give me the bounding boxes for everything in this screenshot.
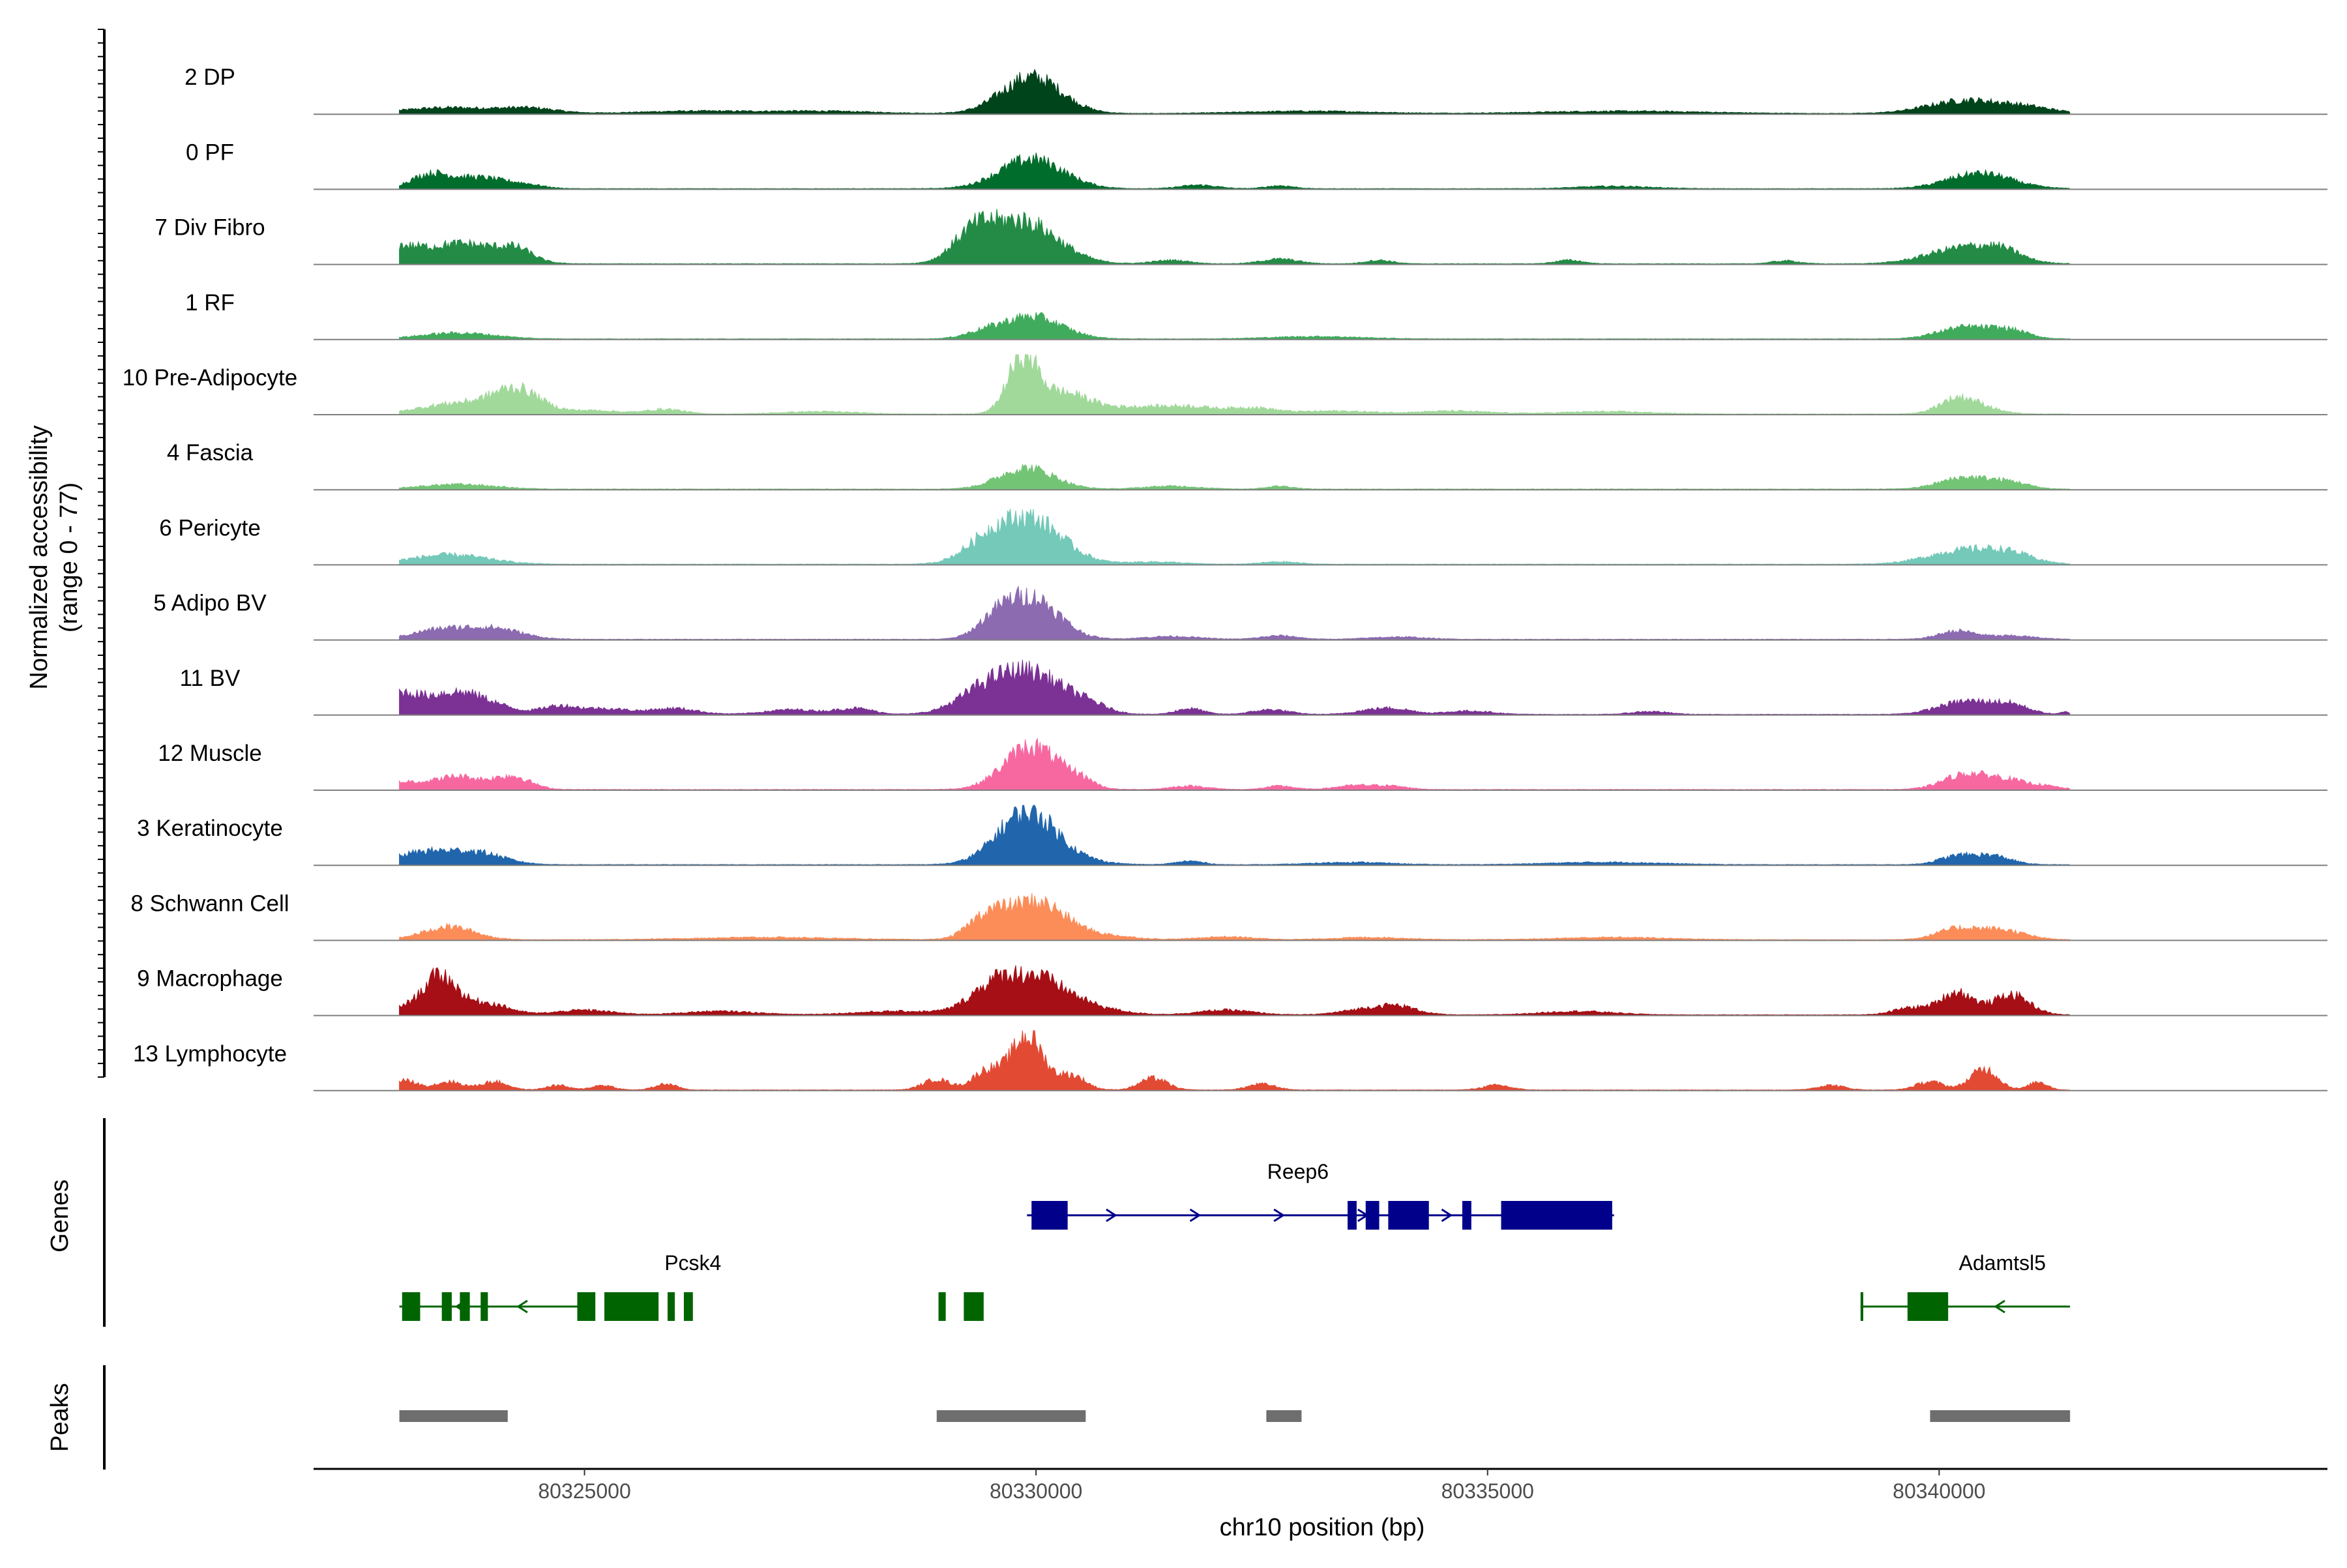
gene-reep6: Reep6 bbox=[1027, 1160, 1614, 1230]
strand-arrow bbox=[516, 1299, 528, 1314]
track-label: 11 BV bbox=[180, 666, 241, 691]
track-4-fascia: 4 Fascia bbox=[167, 440, 2327, 491]
gene-label: Reep6 bbox=[1267, 1160, 1329, 1183]
coverage-area bbox=[399, 805, 2071, 866]
gene-exon bbox=[964, 1292, 984, 1321]
x-tick-label: 80325000 bbox=[538, 1479, 630, 1503]
coverage-area bbox=[399, 893, 2071, 941]
gene-exon bbox=[1348, 1201, 1357, 1230]
track-label: 1 RF bbox=[185, 290, 235, 316]
coverage-area bbox=[399, 153, 2071, 190]
coverage-area bbox=[399, 68, 2071, 115]
track-label: 8 Schwann Cell bbox=[130, 891, 289, 916]
track-label: 10 Pre-Adipocyte bbox=[123, 365, 297, 391]
coverage-area bbox=[399, 659, 2071, 716]
x-axis-label: chr10 position (bp) bbox=[1220, 1514, 1425, 1541]
track-6-pericyte: 6 Pericyte bbox=[159, 509, 2327, 566]
strand-arrow bbox=[1994, 1299, 2005, 1314]
track-8-schwann-cell: 8 Schwann Cell bbox=[130, 891, 2327, 941]
track-0-pf: 0 PF bbox=[186, 140, 2327, 190]
peaks-track-label: Peaks bbox=[46, 1383, 74, 1452]
gene-exon bbox=[1031, 1201, 1068, 1230]
axes: 80325000 80330000 80335000 80340000 bbox=[98, 29, 2327, 1503]
peak-region bbox=[936, 1410, 1086, 1422]
coverage-area bbox=[399, 354, 2071, 415]
gene-exon bbox=[577, 1292, 596, 1321]
track-label: 5 Adipo BV bbox=[153, 591, 267, 616]
gene-exon bbox=[938, 1292, 946, 1321]
track-label: 12 Muscle bbox=[158, 741, 262, 766]
coverage-area bbox=[399, 737, 2071, 791]
x-tick-label: 80335000 bbox=[1441, 1479, 1534, 1503]
track-2-dp: 2 DP bbox=[185, 65, 2327, 115]
track-3-keratinocyte: 3 Keratinocyte bbox=[137, 805, 2327, 866]
gene-track: Reep6 Pcsk4 Adamtsl5 bbox=[399, 1160, 2071, 1321]
track-label: 2 DP bbox=[185, 65, 235, 90]
track-13-lymphocyte: 13 Lymphocyte bbox=[133, 1030, 2327, 1091]
gene-exon bbox=[480, 1292, 488, 1321]
gene-exon bbox=[441, 1292, 452, 1321]
track-1-rf: 1 RF bbox=[185, 290, 2327, 340]
peak-region bbox=[1930, 1410, 2071, 1422]
gene-exon bbox=[1860, 1292, 1864, 1321]
strand-arrow bbox=[1273, 1208, 1285, 1222]
gene-pcsk4: Pcsk4 bbox=[399, 1251, 984, 1321]
gene-exon bbox=[1501, 1201, 1612, 1230]
y-axis-label: Normalized accessibility bbox=[25, 425, 53, 689]
gene-exon bbox=[604, 1292, 659, 1321]
track-label: 9 Macrophage bbox=[137, 966, 283, 992]
track-label: 7 Div Fibro bbox=[155, 215, 265, 241]
track-7-div-fibro: 7 Div Fibro bbox=[155, 209, 2327, 265]
strand-arrow bbox=[1106, 1208, 1117, 1222]
x-tick-label: 80340000 bbox=[1893, 1479, 1985, 1503]
track-label: 6 Pericyte bbox=[159, 515, 261, 540]
coverage-area bbox=[399, 209, 2071, 265]
track-label: 0 PF bbox=[186, 140, 234, 165]
coverage-area bbox=[399, 585, 2071, 641]
gene-exon bbox=[1462, 1201, 1471, 1230]
strand-arrow bbox=[1441, 1208, 1453, 1222]
y-axis-sublabel: (range 0 - 77) bbox=[55, 482, 83, 632]
gene-exon bbox=[683, 1292, 693, 1321]
peak-track bbox=[399, 1410, 2071, 1422]
gene-label: Pcsk4 bbox=[664, 1251, 721, 1275]
coverage-area bbox=[399, 965, 2071, 1016]
track-label: 3 Keratinocyte bbox=[137, 816, 283, 841]
coverage-tracks: 2 DP 0 PF 7 Div Fibro 1 RF 10 Pre-Adipocyte 4… bbox=[123, 65, 2327, 1091]
coverage-area bbox=[399, 464, 2071, 490]
track-9-macrophage: 9 Macrophage bbox=[137, 965, 2327, 1016]
coverage-area bbox=[399, 1030, 2071, 1091]
peak-region bbox=[399, 1410, 508, 1422]
track-label: 13 Lymphocyte bbox=[133, 1041, 287, 1067]
track-5-adipo-bv: 5 Adipo BV bbox=[153, 585, 2327, 641]
gene-exon bbox=[460, 1292, 470, 1321]
track-12-muscle: 12 Muscle bbox=[158, 737, 2327, 791]
coverage-area bbox=[399, 312, 2071, 340]
coverage-area bbox=[399, 509, 2071, 565]
track-label: 4 Fascia bbox=[167, 440, 254, 466]
gene-exon bbox=[402, 1292, 421, 1321]
strand-arrow bbox=[1189, 1208, 1202, 1222]
gene-exon bbox=[667, 1292, 675, 1321]
peak-region bbox=[1266, 1410, 1302, 1422]
x-tick-label: 80330000 bbox=[990, 1479, 1082, 1503]
gene-label: Adamtsl5 bbox=[1959, 1251, 2046, 1275]
gene-exon bbox=[1388, 1201, 1429, 1230]
gene-exon bbox=[1907, 1292, 1949, 1321]
genes-track-label: Genes bbox=[46, 1179, 74, 1252]
track-11-bv: 11 BV bbox=[180, 659, 2327, 716]
gene-exon bbox=[1365, 1201, 1380, 1230]
track-10-pre-adipocyte: 10 Pre-Adipocyte bbox=[123, 354, 2327, 415]
gene-adamtsl5: Adamtsl5 bbox=[1860, 1251, 2071, 1321]
